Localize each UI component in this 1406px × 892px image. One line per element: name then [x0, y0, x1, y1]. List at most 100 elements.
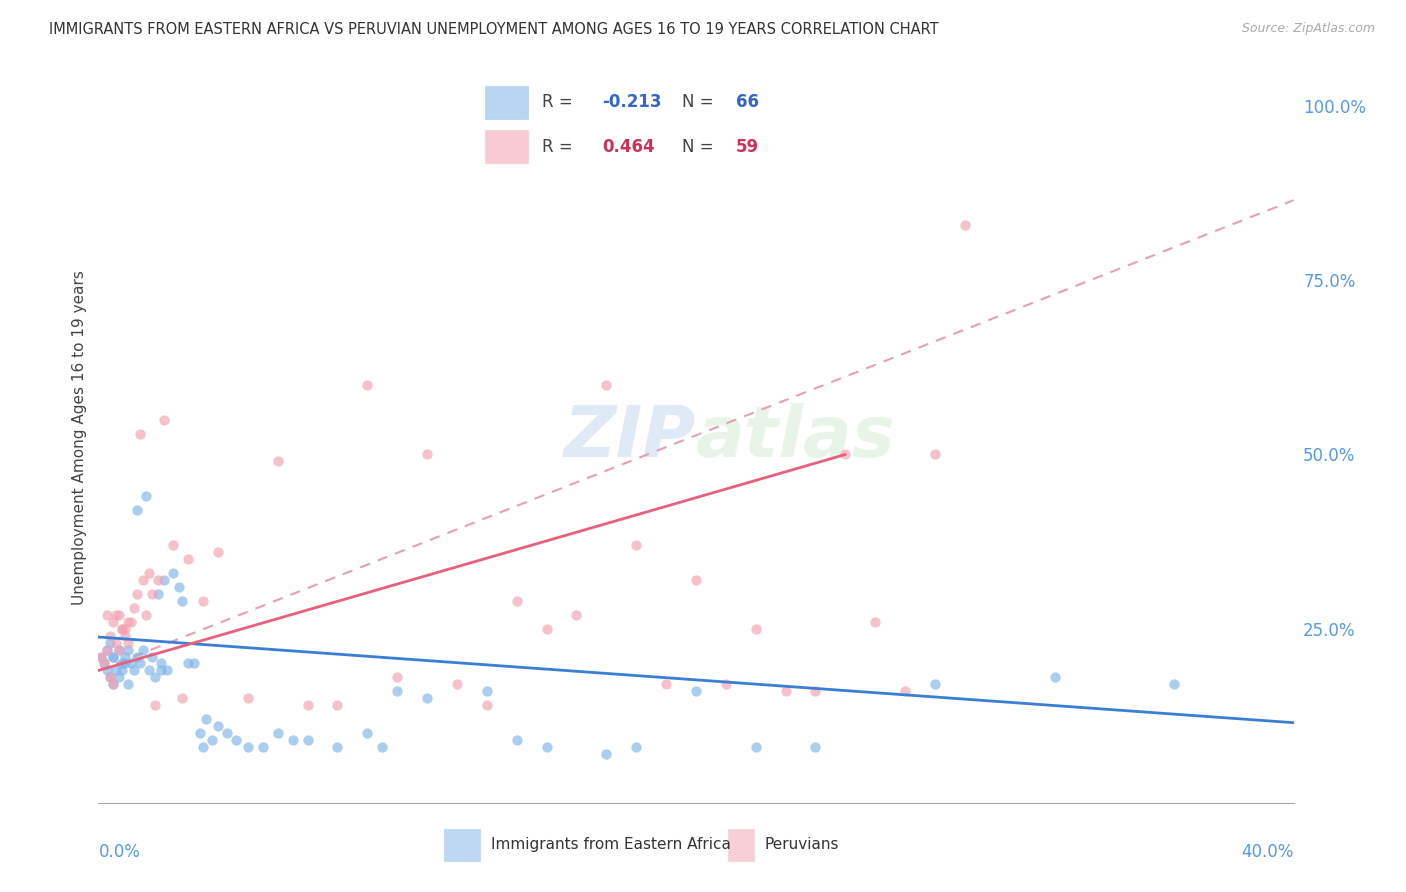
- Point: [98, 670, 122, 684]
- Point: [105, 635, 128, 649]
- Point: [162, 538, 184, 552]
- Point: [416, 448, 439, 462]
- Point: [98, 629, 122, 643]
- Point: [96, 664, 118, 678]
- Point: [114, 622, 136, 636]
- Point: [141, 587, 163, 601]
- Point: [191, 594, 214, 608]
- Point: [103, 677, 125, 691]
- Point: [138, 566, 160, 580]
- Point: [595, 747, 617, 761]
- Point: [201, 733, 224, 747]
- Point: [103, 649, 125, 664]
- Point: [150, 664, 173, 678]
- Point: [114, 629, 136, 643]
- Point: [894, 684, 917, 698]
- Point: [236, 740, 259, 755]
- Point: [475, 698, 498, 713]
- Point: [111, 664, 134, 678]
- Point: [108, 607, 131, 622]
- Point: [207, 719, 229, 733]
- Point: [177, 657, 200, 671]
- Point: [153, 412, 176, 426]
- Point: [506, 733, 529, 747]
- Point: [565, 607, 588, 622]
- Point: [385, 670, 409, 684]
- Point: [188, 726, 211, 740]
- Point: [108, 642, 131, 657]
- Point: [326, 698, 349, 713]
- Point: [475, 684, 498, 698]
- Point: [124, 600, 146, 615]
- Point: [111, 657, 134, 671]
- Point: [93, 657, 115, 671]
- Point: [924, 677, 946, 691]
- Point: [150, 657, 173, 671]
- Point: [626, 740, 648, 755]
- Point: [281, 733, 304, 747]
- Point: [225, 733, 247, 747]
- Point: [114, 649, 136, 664]
- Point: [96, 607, 118, 622]
- Point: [191, 740, 214, 755]
- Point: [129, 426, 152, 441]
- Point: [953, 218, 976, 232]
- Text: ZIP: ZIP: [564, 402, 696, 472]
- Point: [143, 670, 166, 684]
- Point: [356, 377, 378, 392]
- Point: [626, 538, 648, 552]
- Point: [865, 615, 887, 629]
- Point: [141, 649, 163, 664]
- Point: [96, 642, 118, 657]
- Point: [127, 649, 149, 664]
- Point: [834, 448, 856, 462]
- Point: [536, 740, 558, 755]
- Point: [103, 677, 125, 691]
- Point: [252, 740, 274, 755]
- Point: [297, 698, 319, 713]
- Point: [371, 740, 394, 755]
- Point: [924, 448, 946, 462]
- Y-axis label: Unemployment Among Ages 16 to 19 years: Unemployment Among Ages 16 to 19 years: [72, 269, 87, 605]
- Point: [117, 635, 139, 649]
- Point: [595, 377, 617, 392]
- Point: [1043, 670, 1066, 684]
- Point: [111, 622, 134, 636]
- Point: [93, 657, 115, 671]
- Point: [714, 677, 737, 691]
- Point: [172, 691, 194, 706]
- Point: [132, 642, 155, 657]
- Point: [207, 545, 229, 559]
- Point: [416, 691, 439, 706]
- Point: [114, 657, 136, 671]
- Point: [215, 726, 238, 740]
- Point: [177, 552, 200, 566]
- Point: [655, 677, 678, 691]
- Point: [111, 622, 134, 636]
- Point: [117, 677, 139, 691]
- Point: [183, 657, 205, 671]
- Text: Source: ZipAtlas.com: Source: ZipAtlas.com: [1241, 22, 1375, 36]
- Point: [167, 580, 190, 594]
- Point: [135, 489, 157, 503]
- Text: 0.0%: 0.0%: [98, 843, 141, 861]
- Point: [120, 615, 142, 629]
- Point: [103, 615, 125, 629]
- Point: [236, 691, 259, 706]
- Point: [127, 503, 149, 517]
- Point: [105, 664, 128, 678]
- Point: [117, 615, 139, 629]
- Point: [90, 649, 112, 664]
- Point: [132, 573, 155, 587]
- Point: [326, 740, 349, 755]
- Text: 40.0%: 40.0%: [1241, 843, 1294, 861]
- Point: [804, 684, 827, 698]
- Point: [90, 649, 112, 664]
- Point: [172, 594, 194, 608]
- Point: [98, 635, 122, 649]
- Point: [153, 573, 176, 587]
- Point: [745, 740, 768, 755]
- Point: [108, 642, 131, 657]
- Point: [108, 670, 131, 684]
- Point: [385, 684, 409, 698]
